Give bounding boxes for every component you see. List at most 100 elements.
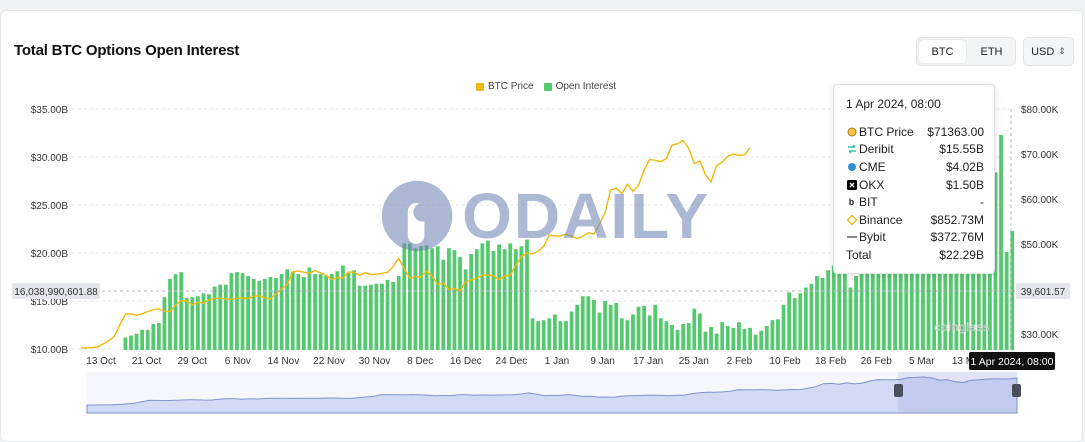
open-interest-bar (145, 329, 150, 350)
y-right-tick-label: $80.00K (1021, 105, 1059, 116)
open-interest-bar (525, 239, 529, 350)
open-interest-bar (129, 335, 133, 350)
tooltip-row: Deribit $15.55B (846, 141, 984, 159)
open-interest-bar (290, 272, 295, 350)
navigator-area (86, 376, 1018, 414)
open-interest-bar (385, 279, 390, 350)
navigator-left-handle[interactable] (894, 384, 903, 397)
open-interest-bar (151, 324, 156, 350)
deribit-icon (846, 144, 857, 155)
tooltip-date: 1 Apr 2024, 08:00 (846, 97, 941, 111)
tooltip-row: BTC Price $71363.00 (846, 123, 984, 141)
open-interest-bar (229, 273, 234, 350)
open-interest-bar (614, 302, 619, 350)
open-interest-bar (391, 281, 396, 350)
open-interest-bar (458, 256, 462, 350)
x-tick-label: 29 Oct (177, 356, 207, 367)
open-interest-bar (380, 283, 384, 350)
open-interest-bar (407, 243, 412, 350)
x-tick-label: 9 Jan (590, 356, 614, 367)
open-interest-bar (530, 318, 535, 350)
x-tick-label: 2 Feb (727, 356, 753, 367)
open-interest-bar (168, 278, 172, 350)
y-left-tick-label: $10.00B (31, 345, 69, 356)
open-interest-bar (218, 284, 223, 350)
tooltip-row-label: Total (846, 247, 872, 262)
open-interest-bar (190, 297, 195, 350)
open-interest-bar (240, 273, 245, 350)
open-interest-bar (519, 246, 524, 350)
open-interest-bar (285, 269, 290, 350)
legend-item-open-interest[interactable]: Open Interest (543, 81, 617, 92)
open-interest-bar (162, 297, 167, 350)
open-interest-bar (876, 254, 881, 350)
open-interest-bar (357, 285, 362, 350)
open-interest-bar (709, 326, 713, 350)
legend-item-btc-price[interactable]: BTC Price (476, 81, 534, 92)
open-interest-bar (575, 304, 580, 350)
open-interest-bar (474, 249, 479, 350)
x-tick-label: 21 Oct (132, 356, 162, 367)
tab-eth[interactable]: ETH (980, 45, 1003, 58)
tab-btc[interactable]: BTC (919, 40, 966, 63)
open-interest-bar (324, 276, 329, 350)
open-interest-bar (480, 243, 485, 350)
open-interest-bar (469, 253, 474, 350)
open-interest-bar (452, 250, 457, 350)
x-tick-label: 24 Dec (496, 356, 528, 367)
open-interest-bar (670, 325, 674, 350)
x-tick-label: 8 Dec (407, 356, 433, 367)
open-interest-bar (943, 226, 948, 350)
open-interest-bar (820, 277, 825, 350)
x-tick-label: 16 Dec (450, 356, 482, 367)
open-interest-bar (703, 331, 708, 350)
open-interest-bar (954, 199, 959, 350)
y-left-tick-label: $15.00B (31, 297, 69, 308)
open-interest-bar (413, 248, 418, 350)
open-interest-bar (932, 234, 937, 350)
y-left-tick-label: $20.00B (31, 249, 69, 260)
open-interest-bar (313, 274, 317, 350)
open-interest-bar (787, 292, 792, 350)
currency-value: USD (1031, 45, 1055, 58)
open-interest-bar (809, 283, 814, 350)
open-interest-bar (1010, 230, 1015, 350)
open-interest-bar (826, 270, 831, 350)
open-interest-bar (848, 287, 853, 350)
open-interest-bar (608, 304, 613, 350)
page-title: Total BTC Options Open Interest (14, 42, 240, 59)
y-left-tick-label: $25.00B (31, 201, 69, 212)
sort-chevron-icon: ⇕ (1058, 46, 1066, 56)
open-interest-bar (424, 245, 429, 350)
open-interest-bar (396, 276, 401, 350)
legend-label-open-interest: Open Interest (555, 81, 617, 92)
tooltip-row-label: CME (859, 159, 886, 174)
tooltip-row-value: $372.76M (930, 230, 984, 245)
currency-select[interactable]: USD ⇕ (1023, 37, 1074, 66)
open-interest-bar (547, 318, 552, 350)
open-interest-bar (463, 269, 468, 350)
x-tick-label: 14 Nov (268, 356, 300, 367)
okx-icon (846, 179, 857, 190)
tooltip-row-value: $4.02B (945, 159, 984, 174)
open-interest-bar (686, 323, 691, 350)
open-interest-bar (781, 304, 786, 350)
open-interest-bar (201, 293, 206, 350)
crosshair-date-label: 1 Apr 2024, 08:00 (971, 356, 1054, 368)
x-tick-label: 10 Feb (769, 356, 801, 367)
binance-icon (846, 214, 857, 225)
chart-legend: BTC Price Open Interest (476, 81, 616, 92)
open-interest-bar (865, 269, 870, 350)
open-interest-bar (776, 319, 780, 350)
open-interest-bar (837, 263, 842, 350)
open-interest-bar (435, 246, 440, 350)
open-interest-bar (447, 248, 451, 350)
navigator-right-handle[interactable] (1012, 384, 1021, 397)
open-interest-bar (140, 329, 145, 350)
open-interest-bar (513, 249, 518, 350)
open-interest-bar (552, 314, 557, 350)
open-interest-bar (993, 172, 998, 350)
open-interest-bar (731, 327, 736, 350)
crosshair-left-label: 16,038,990,601.88 (14, 287, 98, 298)
